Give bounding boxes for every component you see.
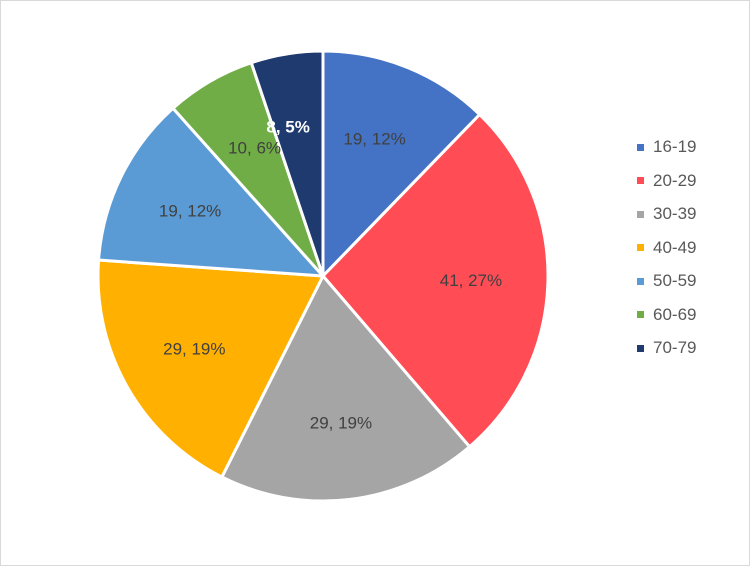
- legend-item: 50-59: [637, 269, 696, 293]
- legend-item: 30-39: [637, 202, 696, 226]
- legend-swatch: [637, 344, 644, 352]
- data-label-30-39: 29, 19%: [310, 413, 372, 432]
- legend-item: 70-79: [637, 336, 696, 360]
- pie-slices: [96, 49, 550, 503]
- legend-swatch: [637, 277, 644, 285]
- legend-label: 40-49: [653, 237, 697, 257]
- legend-label: 70-79: [653, 338, 697, 357]
- pie-slice-30-39: [220, 274, 472, 503]
- data-label-70-79: 8, 5%: [266, 117, 309, 136]
- pie-slice-16-19: [321, 49, 482, 278]
- pie-data-labels: 19, 12% 41, 27% 29, 19% 29, 19% 19, 12% 10, 6…: [159, 117, 502, 432]
- legend-swatch: [637, 311, 644, 318]
- pie-slice-40-49: [96, 258, 325, 479]
- legend-item: 16-19: [637, 135, 696, 159]
- legend-item: 20-29: [637, 169, 696, 193]
- pie-slice-50-59: [97, 106, 325, 278]
- legend-label: 30-39: [653, 204, 697, 223]
- legend-item: 40-49: [637, 236, 696, 260]
- legend-label: 50-59: [653, 271, 697, 290]
- data-label-60-69: 10, 6%: [228, 139, 281, 158]
- legend-label: 60-69: [653, 304, 697, 324]
- data-label-50-59: 19, 12%: [159, 201, 221, 220]
- legend-swatch: [637, 210, 644, 218]
- legend-swatch: [637, 244, 644, 251]
- legend-swatch: [637, 177, 644, 184]
- data-label-40-49: 29, 19%: [163, 340, 225, 359]
- pie-slice-20-29: [321, 113, 550, 449]
- legend-label: 20-29: [653, 170, 697, 190]
- pie-slice-70-79: [249, 49, 325, 278]
- data-label-20-29: 41, 27%: [440, 271, 502, 290]
- legend: 16-19 20-29 30-39 40-49 50-59 60-69 70-7…: [637, 135, 696, 370]
- legend-item: 60-69: [637, 303, 696, 327]
- legend-swatch: [637, 143, 644, 151]
- legend-label: 16-19: [653, 137, 697, 156]
- data-label-16-19: 19, 12%: [343, 129, 405, 148]
